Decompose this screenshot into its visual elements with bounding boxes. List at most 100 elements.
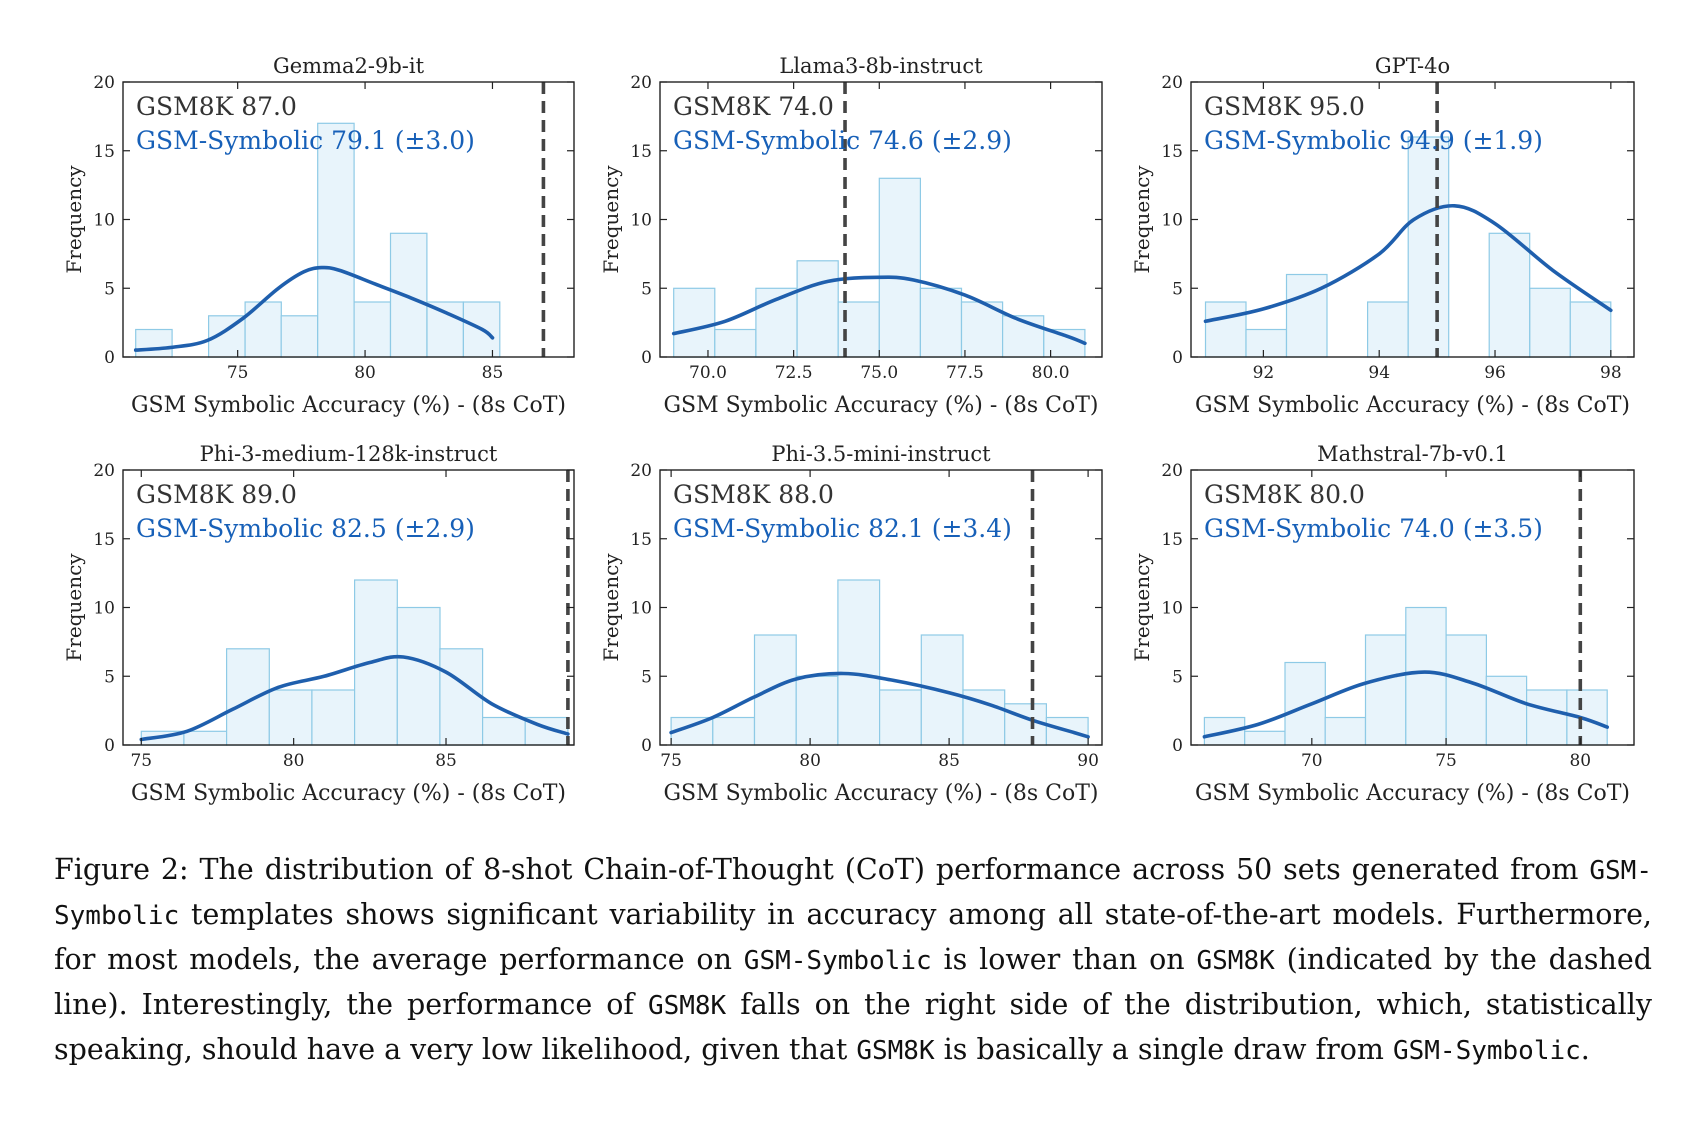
y-tick-label: 15 [630,142,652,162]
histogram-bar [1445,634,1487,746]
caption-code-gsm8k: GSM8K [856,1036,935,1066]
chart-panel-5: 0 5 10 15 20 75 80 85 90 Phi-3.5-mini-instruct GSM… [599,442,1103,806]
caption-text-2: templates shows significant variability … [54,898,1652,976]
y-tick-label: 15 [93,142,115,162]
chart-panel-2: 0 5 10 15 20 70.0 72.5 75.0 77.5 80.0 Llama3-8b-in… [599,54,1103,418]
y-tick-label: 10 [93,211,115,231]
x-axis-label: GSM Symbolic Accuracy (%) - (8s CoT) [131,393,566,418]
gsm-symbolic-annotation: GSM-Symbolic 82.5 (±2.9) [136,514,475,543]
gsm8k-annotation: GSM8K 89.0 [136,480,297,509]
chart-title: Llama3-8b-instruct [779,54,983,78]
x-axis-label: GSM Symbolic Accuracy (%) - (8s CoT) [1195,393,1630,418]
y-tick-label: 15 [1161,142,1183,162]
histogram-bar [353,301,392,358]
histogram-bar [673,287,716,358]
y-tick-label: 5 [104,279,115,299]
y-tick-label: 5 [641,667,652,687]
y-tick-label: 0 [1172,736,1183,756]
y-tick-label: 15 [93,530,115,550]
caption-code-gsm-symbolic: GSM-Symbolic [54,856,1652,931]
histogram-bar [1245,328,1288,358]
x-tick-label: 85 [435,751,457,771]
caption-text-4: (indicated by the dashed line). Interest… [54,943,1652,1021]
x-tick-label: 90 [1077,751,1099,771]
chart-panel-1: 0 5 10 15 20 75 80 85 Gemma2-9b-it GSM Symbolic A… [62,54,575,418]
x-axis-label: GSM Symbolic Accuracy (%) - (8s CoT) [131,781,566,806]
histogram-bar [796,260,839,358]
x-axis-label: GSM Symbolic Accuracy (%) - (8s CoT) [1195,781,1630,806]
histogram-bar [1569,301,1612,358]
y-tick-label: 15 [1161,530,1183,550]
histogram-bar [317,122,355,358]
y-tick-label: 0 [641,736,652,756]
x-tick-label: 75 [130,751,152,771]
chart-panel-3: 0 5 10 15 20 92 94 96 98 GPT-4o GSM Symbolic Accur… [1130,54,1635,418]
y-tick-label: 20 [93,73,115,93]
histogram-bar [1204,301,1247,358]
x-tick-label: 94 [1368,363,1390,383]
x-tick-label: 70 [1301,751,1323,771]
histogram-bar [1366,301,1409,358]
figure: 0 5 10 15 20 75 80 85 Gemma2-9b-it GSM Symbolic A… [62,54,1635,806]
histogram-bar [439,648,484,746]
y-tick-label: 5 [641,279,652,299]
x-tick-label: 75 [1435,751,1457,771]
kde-curve [1203,203,1613,324]
histogram-bar [1529,287,1571,358]
y-tick-label: 20 [93,461,115,481]
kde-curve [671,275,1087,346]
x-tick-label: 85 [938,751,960,771]
caption-text-1: Figure 2: The distribution of 8-shot Cha… [54,853,1590,886]
gsm8k-annotation: GSM8K 95.0 [1204,92,1365,121]
histogram-bar [714,328,757,358]
kde-curve [669,671,1090,739]
histogram-bar [1324,716,1367,746]
gsm8k-annotation: GSM8K 87.0 [136,92,297,121]
gsm-symbolic-annotation: GSM-Symbolic 74.0 (±3.5) [1204,514,1543,543]
y-tick-label: 20 [630,73,652,93]
y-tick-label: 10 [93,599,115,619]
gsm8k-annotation: GSM8K 74.0 [673,92,834,121]
y-tick-label: 0 [104,348,115,368]
x-axis-label: GSM Symbolic Accuracy (%) - (8s CoT) [663,781,1098,806]
caption-text-6: is basically a single draw from [934,1033,1393,1066]
chart-panel-6: 0 5 10 15 20 70 75 80 Mathstral-7b-v0.1 GSM Symbo… [1130,442,1635,806]
caption-code-gsm8k: GSM8K [647,991,727,1021]
caption-code-gsm-symbolic: GSM-Symbolic [1392,1036,1581,1066]
y-axis-label: Frequency [62,553,86,662]
histogram-bar [1485,675,1528,746]
histogram-bar [482,716,526,746]
chart-title: Gemma2-9b-it [273,54,425,78]
histogram-bar [135,328,173,358]
y-tick-label: 20 [630,461,652,481]
histogram-bar [919,287,963,358]
y-tick-label: 5 [1172,667,1183,687]
y-tick-label: 15 [630,530,652,550]
y-axis-label: Frequency [599,553,623,662]
y-tick-label: 5 [104,667,115,687]
gsm-symbolic-annotation: GSM-Symbolic 74.6 (±2.9) [673,126,1012,155]
y-tick-label: 0 [104,736,115,756]
histogram-bar [426,301,465,358]
x-tick-label: 80 [354,363,376,383]
x-tick-label: 80.0 [1032,363,1070,383]
kde-curve [139,654,570,742]
gsm8k-annotation: GSM8K 80.0 [1204,480,1365,509]
histogram-bar [795,675,839,746]
y-tick-label: 20 [1161,461,1183,481]
histogram-bar [1364,634,1407,746]
histogram-bar [712,716,756,746]
y-tick-label: 10 [1161,211,1183,231]
x-tick-label: 80 [283,751,305,771]
y-tick-label: 0 [1172,348,1183,368]
chart-title: Phi-3-medium-128k-instruct [200,442,498,466]
y-axis-label: Frequency [1130,165,1154,274]
histogram-bar [226,648,270,746]
x-tick-label: 75 [227,363,249,383]
y-axis-label: Frequency [62,165,86,274]
x-tick-label: 72.5 [775,363,813,383]
caption-code-gsm8k: GSM8K [1196,946,1275,976]
gsm8k-annotation: GSM8K 88.0 [673,480,834,509]
histogram-bar [1566,689,1608,746]
histogram-bar [311,689,356,746]
